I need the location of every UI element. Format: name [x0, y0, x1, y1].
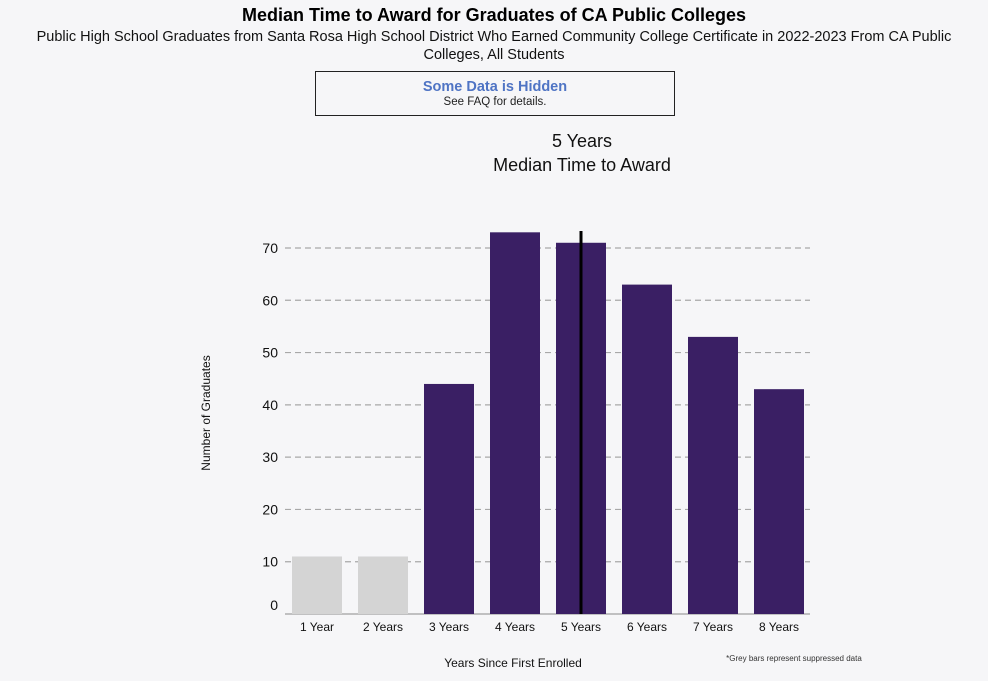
x-tick-label: 6 Years — [627, 620, 667, 634]
y-tick-label: 50 — [262, 345, 278, 361]
bar-2-years[interactable] — [358, 556, 408, 614]
y-tick-label: 70 — [262, 240, 278, 256]
notice-detail: See FAQ for details. — [443, 96, 547, 108]
chart-subtitle: Public High School Graduates from Santa … — [36, 29, 952, 63]
bar-4-years[interactable] — [490, 232, 540, 615]
y-tick-label: 30 — [262, 449, 278, 465]
median-caption: Median Time to Award — [493, 155, 671, 175]
median-value-label: 5 Years — [552, 131, 612, 151]
chart-title: Median Time to Award for Graduates of CA… — [241, 5, 747, 25]
x-tick-label: 8 Years — [759, 620, 799, 634]
x-tick-label: 5 Years — [561, 620, 601, 634]
bar-7-years[interactable] — [688, 336, 738, 614]
bar-1-year[interactable] — [292, 556, 342, 614]
y-axis-label: Number of Graduates — [199, 355, 213, 470]
x-tick-label: 4 Years — [495, 620, 535, 634]
x-tick-label: 1 Year — [300, 620, 334, 634]
bars — [292, 232, 804, 615]
y-tick-labels: 0 10 20 30 40 50 60 70 — [262, 240, 278, 613]
y-tick-label: 20 — [262, 501, 278, 517]
y-tick-label: 40 — [262, 397, 278, 413]
x-tick-label: 7 Years — [693, 620, 733, 634]
suppressed-footnote: *Grey bars represent suppressed data — [726, 654, 862, 663]
x-tick-label: 3 Years — [429, 620, 469, 634]
x-tick-label: 2 Years — [363, 620, 403, 634]
y-tick-label: 10 — [262, 554, 278, 570]
y-tick-label: 0 — [270, 597, 278, 613]
notice-heading: Some Data is Hidden — [422, 79, 568, 95]
x-axis-label: Years Since First Enrolled — [444, 656, 582, 670]
bar-8-years[interactable] — [754, 389, 804, 614]
bar-6-years[interactable] — [622, 284, 672, 614]
hidden-data-notice[interactable]: Some Data is Hidden See FAQ for details. — [315, 71, 675, 116]
x-tick-labels: 1 Year 2 Years 3 Years 4 Years 5 Years 6 Year… — [300, 620, 799, 634]
bar-3-years[interactable] — [424, 383, 474, 614]
y-tick-label: 60 — [262, 292, 278, 308]
